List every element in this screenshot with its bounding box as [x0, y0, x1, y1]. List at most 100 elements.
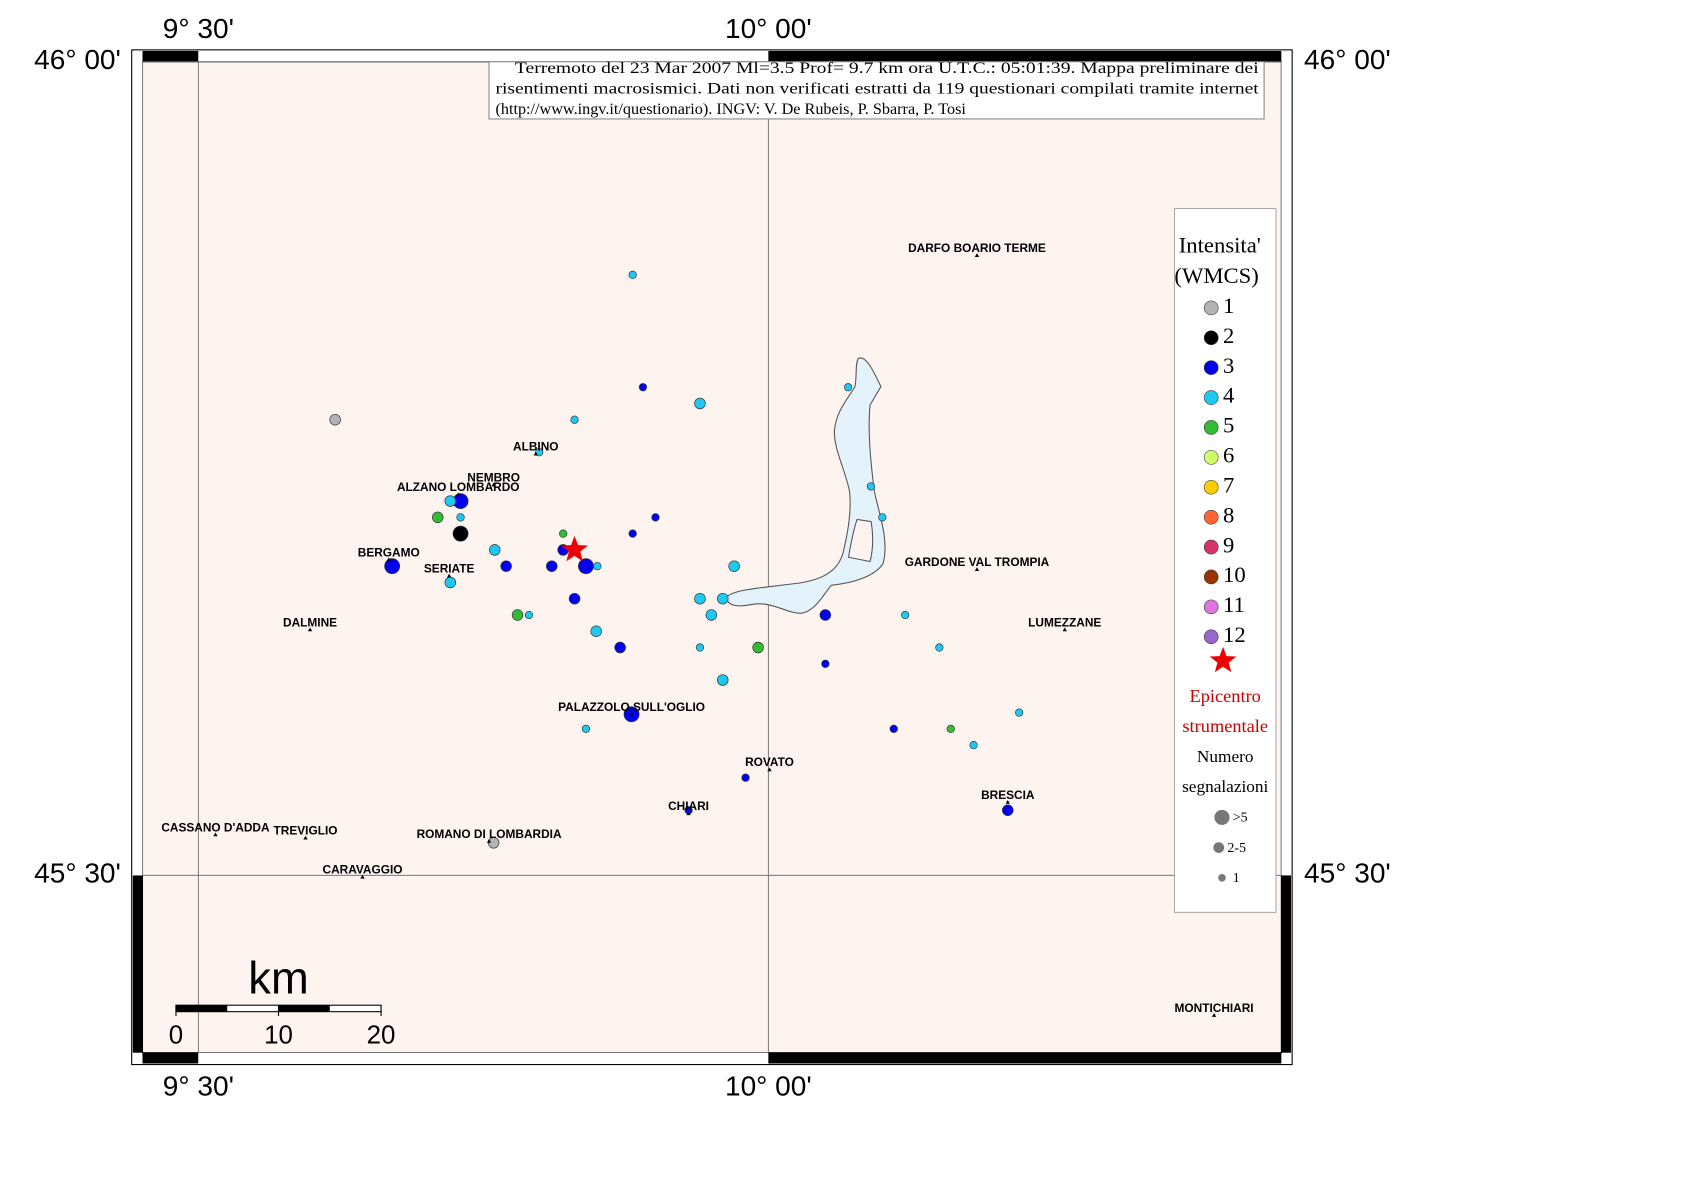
town-label: ROVATO [745, 755, 794, 769]
intensity-point [614, 641, 626, 654]
town-label: DALMINE [283, 615, 337, 629]
intensity-point [844, 383, 853, 392]
scale-tick-label: 20 [367, 1021, 396, 1049]
y-tick-label: 45° 30' [34, 858, 121, 889]
intensity-point [946, 724, 955, 733]
town-marker [767, 767, 772, 772]
intensity-point [535, 448, 544, 457]
town-marker [491, 482, 496, 487]
x-tick-label: 9° 30' [163, 13, 234, 44]
scale-tick-label: 10 [264, 1021, 293, 1049]
scale-tick-label: 0 [169, 1021, 183, 1049]
frame-bar [1281, 875, 1292, 1053]
legend-size-title: Numero [1197, 747, 1254, 766]
town-marker [307, 627, 313, 632]
frame-bar [198, 1052, 769, 1064]
legend-size-marker [1218, 874, 1226, 882]
legend-marker [1203, 360, 1219, 375]
legend-title: (WMCS) [1174, 263, 1258, 288]
intensity-point [487, 837, 500, 849]
y-tick-label: 45° 30' [1304, 858, 1391, 889]
title-box [488, 61, 1265, 120]
frame-bar [1281, 61, 1292, 876]
intensity-point [705, 609, 718, 621]
intensity-point [935, 643, 944, 652]
intensity-point [651, 513, 660, 522]
legend-label: 5 [1223, 413, 1234, 438]
intensity-point [821, 659, 830, 668]
intensity-point [741, 773, 750, 782]
lake [725, 357, 886, 614]
intensity-point [384, 558, 401, 575]
intensity-point [581, 724, 591, 733]
intensity-point [819, 609, 832, 621]
intensity-point [638, 383, 648, 392]
legend-label: 10 [1223, 562, 1246, 587]
town-label: MONTICHIARI [1175, 1001, 1254, 1015]
town-label: DARFO BOARIO TERME [908, 241, 1046, 255]
x-tick-label: 10° 00' [725, 1071, 812, 1102]
town-marker [360, 874, 365, 879]
legend-size-marker [1213, 842, 1225, 853]
legend-marker [1203, 420, 1219, 435]
town-marker [386, 557, 391, 562]
intensity-point [695, 643, 705, 652]
town-label: BRESCIA [981, 788, 1035, 802]
town-label: TREVIGLIO [274, 824, 338, 838]
legend-size-marker [1214, 809, 1230, 825]
legend-label: 7 [1223, 472, 1234, 497]
intensity-point [901, 610, 910, 620]
intensity-point [1002, 804, 1014, 816]
legend-size-title: segnalazioni [1182, 777, 1268, 796]
legend-label: 3 [1223, 353, 1234, 378]
town-marker [303, 835, 308, 840]
legend-marker [1203, 300, 1219, 316]
legend-epicenter-label: Epicentro [1190, 686, 1261, 706]
legend-marker [1203, 450, 1219, 465]
title-line: Terremoto del 23 Mar 2007 Ml=3.5 Prof= 9… [515, 59, 1259, 77]
legend-label: 6 [1223, 443, 1234, 468]
intensity-point [559, 529, 568, 538]
legend-label: 2 [1223, 323, 1234, 348]
intensity-point [752, 641, 764, 654]
frame-bar [142, 50, 199, 62]
intensity-point [444, 495, 457, 507]
frame-bar [198, 50, 769, 62]
intensity-point [590, 625, 602, 637]
intensity-point [568, 592, 581, 605]
legend-label: 4 [1223, 383, 1234, 408]
legend-title: Intensita' [1179, 233, 1261, 258]
legend-marker [1203, 509, 1219, 525]
x-tick-label: 9° 30' [163, 1071, 234, 1102]
intensity-point [524, 610, 534, 620]
town-marker [1211, 1013, 1217, 1017]
frame-bar [142, 1052, 199, 1064]
town-marker [974, 567, 980, 572]
points [329, 270, 1024, 849]
intensity-point [489, 544, 501, 556]
legend-label: 12 [1223, 622, 1246, 647]
legend-size-label: 1 [1233, 870, 1240, 886]
town-label: NEMBRO [467, 470, 520, 484]
legend-marker [1203, 539, 1219, 555]
town-marker [1062, 627, 1067, 632]
town-label: CHIARI [668, 799, 709, 813]
town-label: ALZANO LOMBARDO [397, 480, 520, 494]
map-area [141, 61, 1282, 1054]
intensity-point [866, 482, 876, 491]
legend-label: 1 [1223, 293, 1234, 318]
intensity-point [717, 592, 729, 605]
town-marker [213, 832, 218, 837]
intensity-point [694, 397, 706, 410]
epicenter [561, 535, 588, 562]
scale-bar-segment [175, 1005, 228, 1012]
intensity-point [570, 415, 579, 424]
town-marker [486, 839, 492, 843]
intensity-point [1015, 708, 1024, 717]
intensity-point [456, 513, 465, 522]
legend-label: 8 [1223, 502, 1234, 527]
town-marker [456, 492, 461, 497]
legend: Intensita'(WMCS)123456789101112Epicentro… [1174, 233, 1268, 887]
